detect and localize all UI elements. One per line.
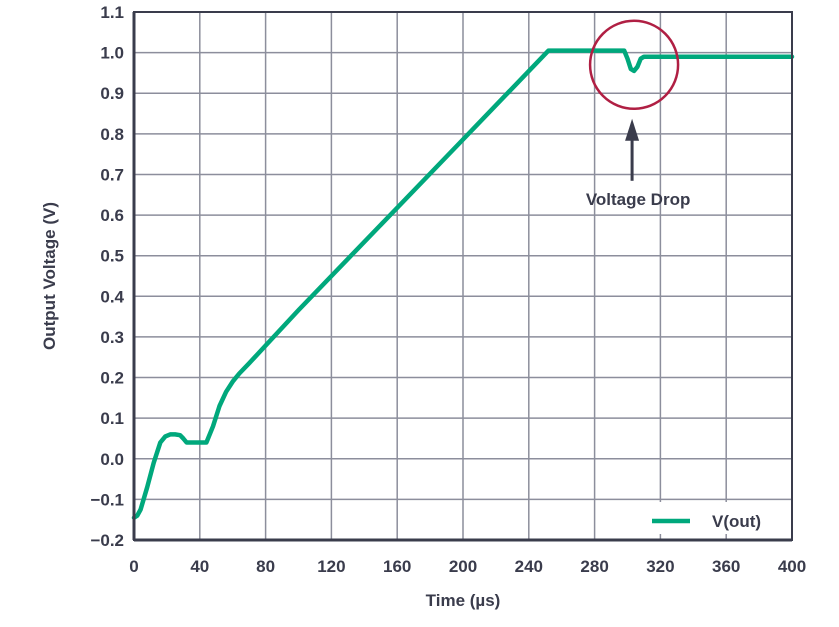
tick-labels: 0 40 80 120 160 200 240 280 320 360 400 −0.2 −0.1 0.0…	[90, 3, 806, 576]
x-tick-label: 400	[778, 557, 806, 576]
series-line-vout	[131, 48, 795, 520]
grid	[133, 11, 793, 541]
y-tick-label: 0.1	[100, 409, 124, 428]
annotation-text: Voltage Drop	[586, 190, 691, 209]
y-tick-label: 1.0	[100, 44, 124, 63]
legend: V(out)	[640, 502, 788, 534]
x-tick-label: 0	[129, 557, 138, 576]
x-tick-label: 120	[317, 557, 345, 576]
x-tick-label: 240	[515, 557, 543, 576]
axes	[132, 11, 793, 542]
x-tick-label: 40	[190, 557, 209, 576]
y-tick-label: 0.3	[100, 328, 124, 347]
x-tick-label: 360	[712, 557, 740, 576]
y-axis-label: Output Voltage (V)	[40, 202, 59, 350]
x-tick-label: 80	[256, 557, 275, 576]
y-tick-label: −0.2	[90, 531, 124, 550]
y-tick-label: 1.1	[100, 3, 124, 22]
x-tick-label: 280	[580, 557, 608, 576]
y-tick-label: 0.6	[100, 206, 124, 225]
x-tick-label: 160	[383, 557, 411, 576]
y-tick-label: −0.1	[90, 490, 124, 509]
y-tick-label: 0.9	[100, 84, 124, 103]
legend-label: V(out)	[712, 512, 761, 531]
series-layer	[131, 48, 795, 520]
y-tick-label: 0.0	[100, 450, 124, 469]
annotation-circle	[588, 19, 680, 111]
y-tick-label: 0.5	[100, 247, 124, 266]
y-tick-label: 0.2	[100, 369, 124, 388]
arrow-head-icon	[625, 118, 640, 141]
annotation: Voltage Drop	[586, 19, 691, 209]
x-axis-label: Time (µs)	[426, 591, 501, 610]
x-tick-label: 200	[449, 557, 477, 576]
y-tick-label: 0.7	[100, 165, 124, 184]
y-tick-label: 0.8	[100, 125, 124, 144]
x-tick-label: 320	[646, 557, 674, 576]
y-tick-label: 0.4	[100, 287, 124, 306]
